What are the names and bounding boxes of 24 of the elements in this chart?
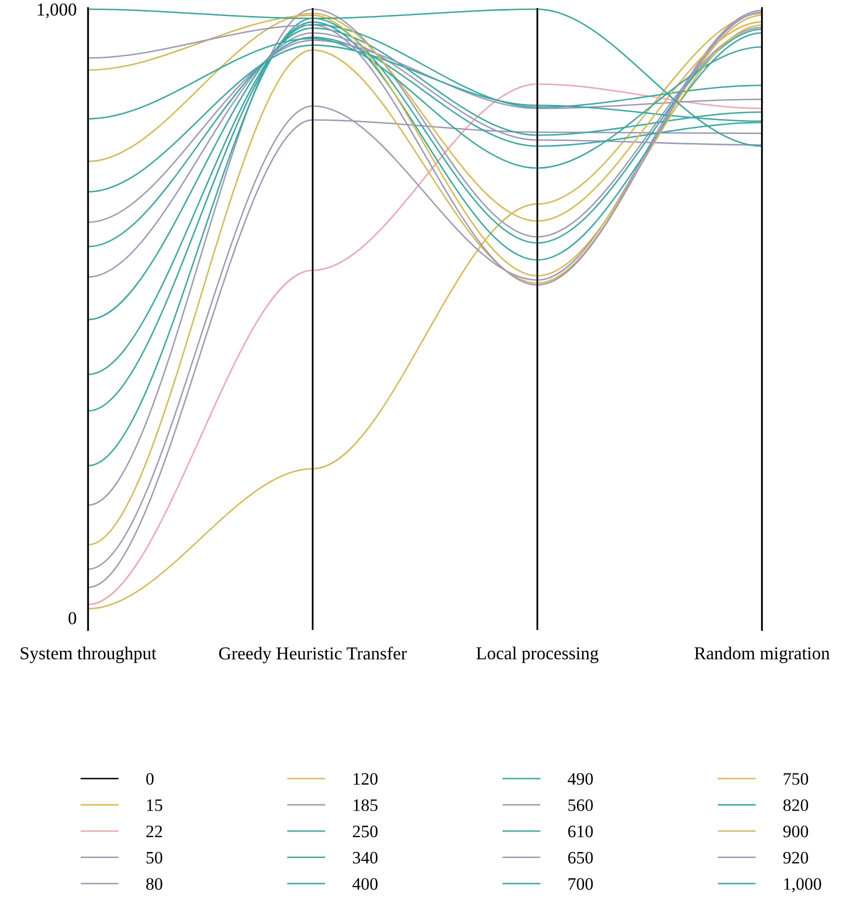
legend-label: 250 xyxy=(352,826,378,838)
legend-label: 1,000 xyxy=(784,878,822,892)
legend-label: 15 xyxy=(147,799,162,812)
legend-label: 490 xyxy=(568,773,593,785)
legend-label: 185 xyxy=(354,799,378,812)
legend-label: 340 xyxy=(353,852,378,864)
legend-label: 700 xyxy=(568,878,593,890)
legend-label: 560 xyxy=(568,799,593,812)
legend-label: 650 xyxy=(568,852,593,864)
legend-label: 80 xyxy=(146,878,162,890)
x-tick-label: System throughput xyxy=(20,646,156,664)
legend-label: 50 xyxy=(146,852,162,864)
legend-label: 820 xyxy=(783,799,808,812)
legend-label: 22 xyxy=(146,826,162,838)
legend-label: 120 xyxy=(354,773,378,785)
legend-label: 400 xyxy=(352,878,378,890)
legend-label: 750 xyxy=(784,773,808,785)
legend-label: 920 xyxy=(783,852,808,864)
x-tick-label: Greedy Heuristic Transfer xyxy=(219,646,407,664)
legend-label: 0 xyxy=(146,773,154,785)
legend-label: 900 xyxy=(783,826,808,838)
x-tick-label: Local processing xyxy=(476,646,598,664)
x-tick-label: Random migration xyxy=(694,646,830,664)
legend-label: 610 xyxy=(568,826,593,838)
